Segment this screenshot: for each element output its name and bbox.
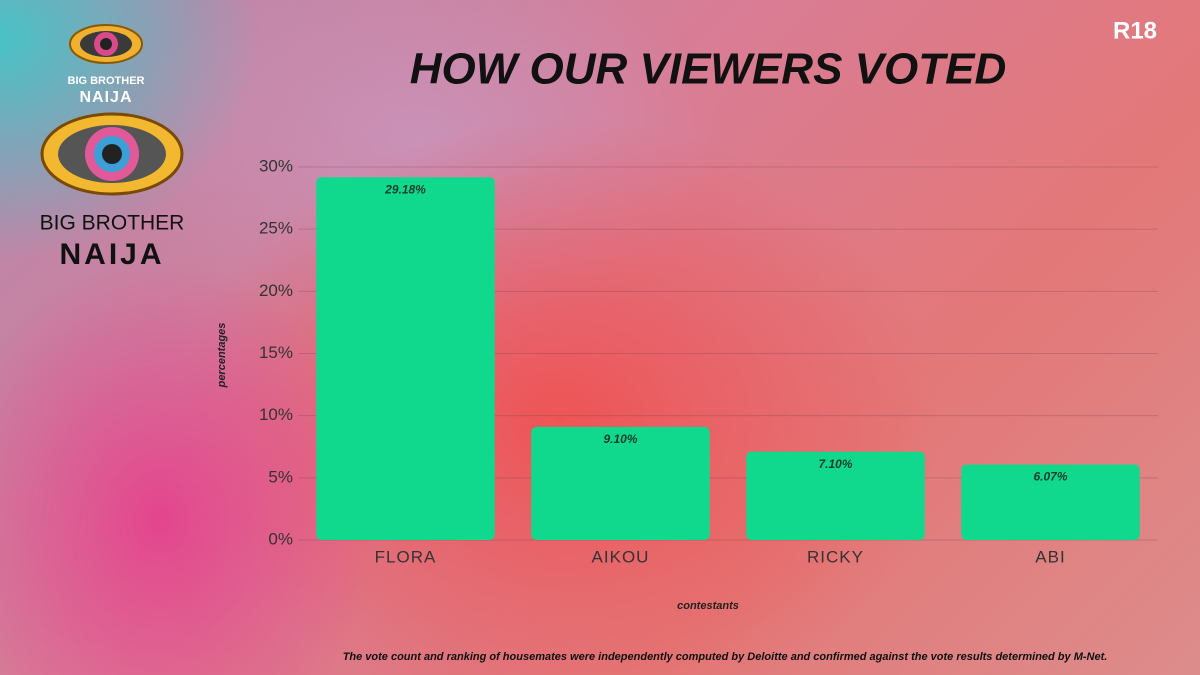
x-tick-label: RICKY (807, 547, 864, 566)
bar (531, 426, 710, 540)
y-axis-label: percentages (216, 323, 228, 389)
y-tick-label: 20% (259, 281, 293, 300)
value-label: 29.18% (384, 182, 426, 196)
value-label: 6.07% (1033, 470, 1067, 484)
y-tick-label: 15% (259, 343, 293, 362)
footnote: The vote count and ranking of housemates… (343, 651, 1108, 663)
y-tick-label: 25% (259, 219, 293, 238)
small-logo-line2: NAIJA (79, 89, 132, 106)
small-logo: BIG BROTHER NAIJA (68, 24, 145, 106)
y-tick-label: 5% (268, 467, 293, 486)
bar (316, 177, 495, 541)
bar (961, 464, 1140, 540)
x-axis-label: contestants (677, 600, 739, 612)
big-logo-line2: NAIJA (59, 238, 164, 271)
value-label: 7.10% (818, 457, 852, 471)
x-tick-label: FLORA (375, 547, 437, 566)
bar (746, 451, 925, 540)
rating-badge: R18 (1113, 17, 1157, 44)
chart-title: HOW OUR VIEWERS VOTED (410, 45, 1006, 94)
y-tick-label: 10% (259, 405, 293, 424)
x-tick-label: ABI (1035, 547, 1065, 566)
y-tick-label: 0% (268, 529, 293, 548)
small-logo-line1: BIG BROTHER (68, 75, 145, 87)
x-tick-label: AIKOU (592, 547, 650, 566)
y-tick-label: 30% (259, 156, 293, 175)
value-label: 9.10% (603, 432, 637, 446)
big-logo: BIG BROTHER NAIJA (40, 112, 185, 271)
big-logo-line1: BIG BROTHER (40, 212, 185, 235)
